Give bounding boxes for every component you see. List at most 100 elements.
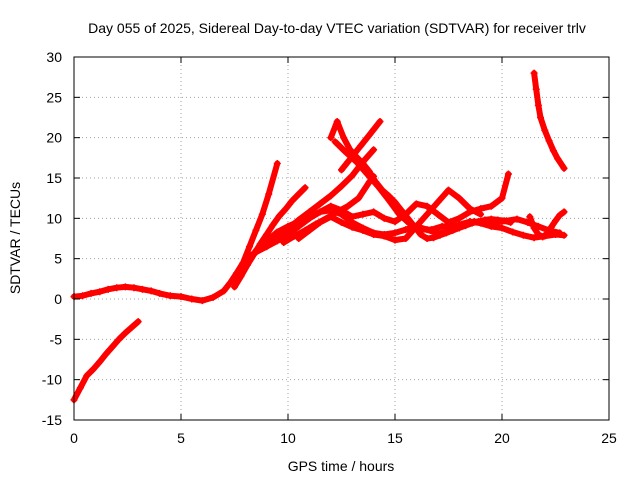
data-point — [109, 343, 117, 351]
data-point — [265, 190, 273, 198]
data-point — [395, 210, 403, 218]
data-point — [305, 226, 313, 234]
data-point — [338, 218, 345, 226]
data-point — [530, 224, 538, 232]
series-arc-10 — [331, 138, 564, 237]
series-arc-12 — [530, 69, 568, 172]
data-point — [370, 146, 378, 154]
data-point — [231, 283, 238, 291]
x-tick-label: 0 — [70, 430, 78, 446]
data-point — [96, 358, 104, 366]
data-point — [477, 210, 485, 218]
y-tick-label: 20 — [46, 130, 62, 146]
data-point — [275, 212, 283, 220]
data-point — [554, 155, 562, 163]
data-point — [76, 384, 84, 392]
data-point — [412, 200, 420, 208]
data-point — [121, 283, 129, 291]
y-tick-labels: -15 -10 -5 0 5 10 15 20 25 30 — [42, 49, 62, 428]
series-arc-13 — [263, 146, 378, 251]
data-point — [545, 137, 553, 145]
data-point — [263, 243, 271, 251]
data-point — [130, 284, 138, 292]
data-point — [245, 243, 253, 251]
data-point — [427, 226, 435, 234]
data-point — [436, 231, 444, 239]
data-point — [288, 197, 296, 205]
data-point — [385, 196, 393, 204]
data-point — [79, 292, 87, 300]
plot-frame — [73, 56, 610, 421]
data-point — [526, 213, 534, 221]
data-point — [509, 228, 517, 236]
data-point — [423, 235, 431, 242]
data-point — [87, 289, 95, 297]
data-point — [355, 194, 363, 202]
data-point — [380, 232, 388, 240]
data-point — [359, 210, 367, 218]
data-point — [282, 205, 290, 213]
data-point — [560, 231, 568, 239]
data-point — [534, 101, 542, 109]
data-point — [338, 166, 345, 174]
data-point — [530, 69, 538, 77]
x-tick-label: 15 — [387, 430, 403, 446]
data-point — [220, 287, 228, 295]
data-point — [237, 272, 245, 280]
data-point — [519, 231, 527, 239]
data-point — [455, 214, 463, 222]
data-point — [316, 200, 324, 208]
data-point — [166, 292, 174, 300]
data-point — [539, 233, 547, 241]
x-tick-label: 20 — [494, 430, 510, 446]
data-point — [560, 164, 568, 172]
y-tick-label: 0 — [54, 291, 62, 307]
data-point — [370, 208, 378, 216]
data-point — [537, 114, 545, 121]
data-point — [442, 229, 450, 237]
series-arc-9 — [338, 118, 384, 174]
data-point — [547, 223, 555, 231]
data-point — [556, 211, 564, 219]
y-tick-label: 5 — [54, 251, 62, 267]
data-point — [348, 223, 356, 231]
data-point — [455, 194, 463, 202]
data-point — [233, 269, 241, 277]
data-point — [269, 221, 277, 229]
x-axis-label: GPS time / hours — [288, 458, 395, 474]
data-point — [226, 279, 234, 287]
y-tick-label: -5 — [50, 331, 63, 347]
data-point — [177, 293, 185, 301]
axis-ticks — [73, 56, 610, 421]
data-point — [327, 192, 335, 200]
data-point — [147, 287, 155, 295]
data-point — [198, 297, 206, 305]
y-tick-label: 10 — [46, 210, 62, 226]
data-point — [549, 147, 557, 155]
data-point — [113, 284, 121, 292]
data-point — [344, 202, 352, 210]
y-tick-label: -15 — [42, 412, 62, 428]
x-tick-label: 25 — [601, 430, 617, 446]
data-point — [487, 202, 495, 210]
y-axis-label: SDTVAR / TECUs — [7, 182, 23, 294]
data-point — [295, 235, 303, 242]
data-point — [241, 255, 249, 263]
data-point — [534, 230, 542, 238]
data-point — [357, 142, 365, 150]
data-point — [417, 226, 425, 234]
data-point — [138, 285, 146, 293]
data-point — [556, 229, 564, 237]
data-point — [423, 202, 431, 210]
data-point — [498, 194, 506, 202]
data-point — [295, 216, 303, 224]
data-point — [344, 158, 352, 166]
data-point — [156, 289, 164, 297]
data-point — [263, 230, 271, 238]
series-arc-11 — [526, 208, 568, 241]
data-point — [532, 85, 540, 93]
data-point — [96, 288, 104, 296]
data-point — [331, 138, 339, 146]
data-point — [104, 285, 112, 293]
data-point — [258, 210, 266, 218]
